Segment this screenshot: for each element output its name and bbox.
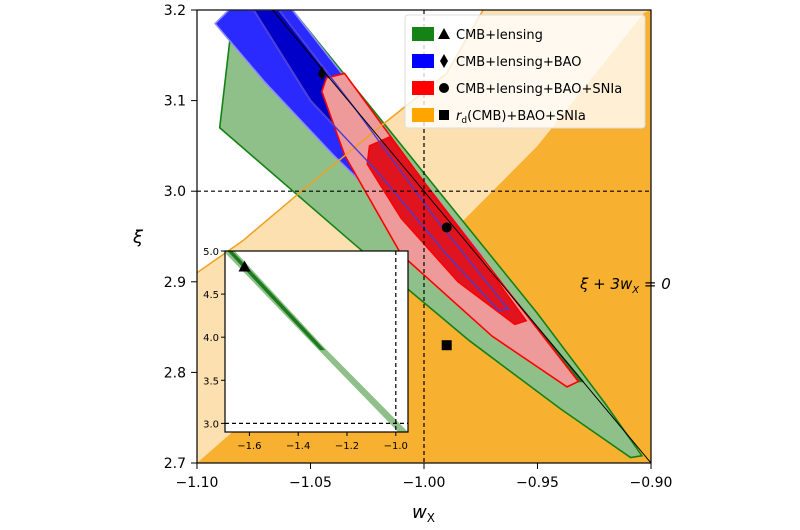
x-axis-label: wX bbox=[412, 502, 435, 525]
legend-label: CMB+lensing+BAO bbox=[456, 55, 582, 70]
legend-label: CMB+lensing+BAO+SNIa bbox=[456, 82, 622, 97]
inset-x-tick-label: −1.0 bbox=[384, 441, 408, 452]
inset-y-tick-label: 4.0 bbox=[203, 333, 219, 344]
best-fit-diamond-marker bbox=[317, 66, 326, 81]
legend-swatch bbox=[412, 81, 434, 95]
degeneracy-line bbox=[272, 10, 651, 463]
legend-label: rd(CMB)+BAO+SNIa bbox=[456, 109, 586, 126]
y-axis-label: ξ bbox=[132, 227, 144, 248]
inset-y-tick-label: 4.5 bbox=[203, 290, 219, 301]
inset-y-tick-label: 5.0 bbox=[203, 247, 219, 258]
best-fit-circle-marker bbox=[441, 222, 452, 233]
legend-diamond-marker bbox=[440, 54, 448, 68]
inset-y-tick-label: 3.0 bbox=[203, 419, 219, 430]
main-ticks: −1.10 −1.05 −1.00 −0.95 −0.90 2.7 2.8 2.9 3.0 3.1… bbox=[164, 3, 673, 491]
legend-triangle-marker bbox=[438, 28, 450, 39]
legend: CMB+lensing CMB+lensing+BAO CMB+lensing+BA… bbox=[404, 14, 646, 129]
x-tick-label: −0.90 bbox=[630, 475, 673, 491]
y-tick-label: 2.8 bbox=[164, 365, 186, 381]
y-tick-label: 3.0 bbox=[164, 184, 186, 200]
inset-best-fit-triangle-marker bbox=[238, 260, 251, 272]
inset-contour-1sigma bbox=[227, 251, 326, 351]
blue-1sigma-outline bbox=[252, 10, 510, 312]
inset-x-tick-label: −1.2 bbox=[335, 441, 359, 452]
y-tick-label: 2.9 bbox=[164, 275, 186, 291]
legend-swatch bbox=[412, 108, 434, 122]
legend-swatch bbox=[412, 54, 434, 68]
legend-circle-marker bbox=[439, 83, 449, 93]
best-fit-square-marker bbox=[441, 340, 452, 351]
legend-square-marker bbox=[439, 110, 449, 120]
y-tick-label: 3.2 bbox=[164, 3, 186, 19]
annotation-line-label: ξ + 3wX = 0 bbox=[579, 275, 671, 296]
x-tick-label: −1.00 bbox=[403, 475, 446, 491]
inset-plot: −1.6 −1.4 −1.2 −1.0 3.0 3.5 4.0 4.5 5.0 bbox=[203, 247, 409, 452]
x-tick-label: −0.95 bbox=[516, 475, 559, 491]
y-tick-label: 3.1 bbox=[164, 94, 186, 110]
y-tick-label: 2.7 bbox=[164, 456, 186, 472]
x-tick-label: −1.05 bbox=[289, 475, 332, 491]
x-tick-label: −1.10 bbox=[176, 475, 219, 491]
inset-y-tick-label: 3.5 bbox=[203, 376, 219, 387]
legend-label: CMB+lensing bbox=[456, 28, 543, 43]
legend-box bbox=[404, 14, 646, 129]
legend-swatch bbox=[412, 27, 434, 41]
inset-x-tick-label: −1.6 bbox=[237, 441, 261, 452]
inset-frame bbox=[224, 250, 409, 433]
inset-x-tick-label: −1.4 bbox=[286, 441, 310, 452]
